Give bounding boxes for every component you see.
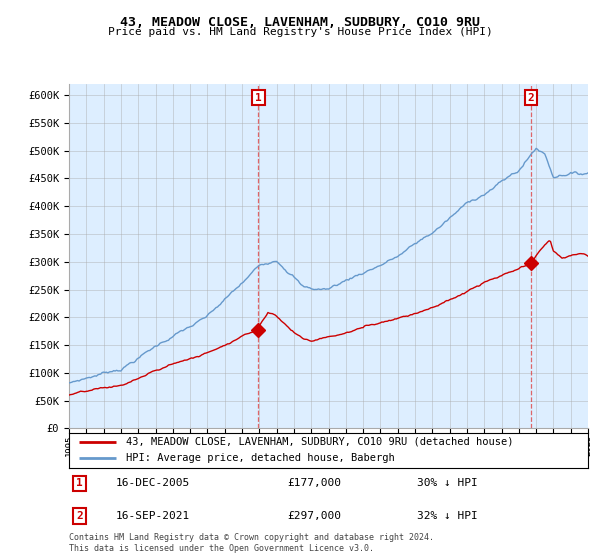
Text: 30% ↓ HPI: 30% ↓ HPI (417, 478, 478, 488)
Text: 16-SEP-2021: 16-SEP-2021 (116, 511, 190, 521)
Text: £297,000: £297,000 (287, 511, 341, 521)
Text: £177,000: £177,000 (287, 478, 341, 488)
Text: HPI: Average price, detached house, Babergh: HPI: Average price, detached house, Babe… (126, 453, 395, 463)
Text: Price paid vs. HM Land Registry's House Price Index (HPI): Price paid vs. HM Land Registry's House … (107, 27, 493, 37)
Text: 43, MEADOW CLOSE, LAVENHAM, SUDBURY, CO10 9RU (detached house): 43, MEADOW CLOSE, LAVENHAM, SUDBURY, CO1… (126, 437, 514, 446)
Text: Contains HM Land Registry data © Crown copyright and database right 2024.
This d: Contains HM Land Registry data © Crown c… (69, 533, 434, 553)
Text: 43, MEADOW CLOSE, LAVENHAM, SUDBURY, CO10 9RU: 43, MEADOW CLOSE, LAVENHAM, SUDBURY, CO1… (120, 16, 480, 29)
Text: 16-DEC-2005: 16-DEC-2005 (116, 478, 190, 488)
Text: 1: 1 (255, 92, 262, 102)
Text: 2: 2 (76, 511, 83, 521)
Text: 2: 2 (527, 92, 534, 102)
Text: 1: 1 (76, 478, 83, 488)
Text: 32% ↓ HPI: 32% ↓ HPI (417, 511, 478, 521)
